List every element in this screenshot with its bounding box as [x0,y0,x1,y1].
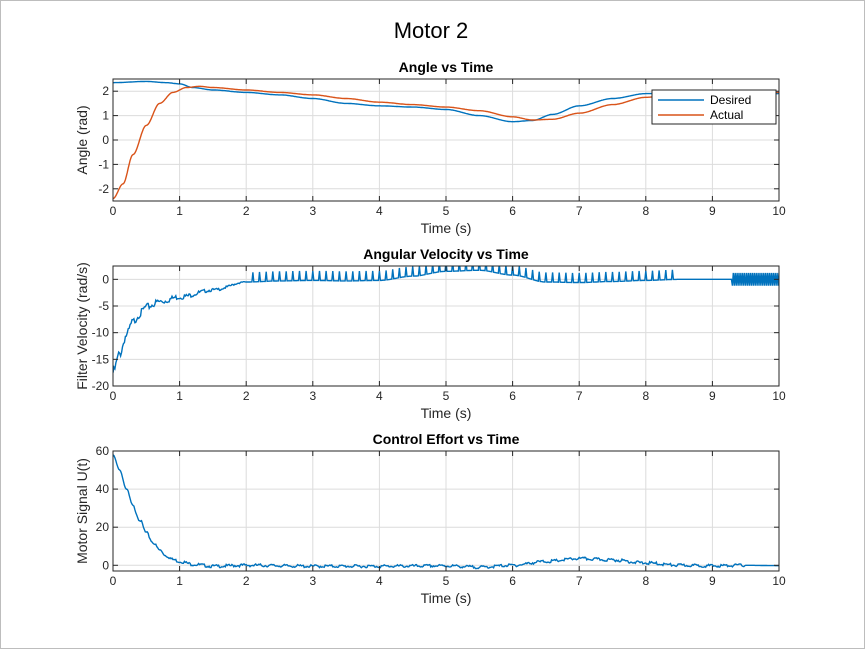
y-tick-label: -1 [98,157,109,171]
x-tick-label: 8 [642,574,649,588]
y-tick-label: 0 [102,272,109,286]
y-tick-label: -20 [92,379,110,393]
x-tick-label: 9 [709,574,716,588]
y-axis-label: Filter Velocity (rad/s) [74,262,90,390]
y-tick-label: 0 [102,133,109,147]
x-tick-label: 7 [576,389,583,403]
subplot-1: 0 1 2 3 4 5 6 7 8 9 10 -2 -1 0 1 2 Angle vs Time Time (s)… [74,59,786,236]
x-tick-label: 8 [642,389,649,403]
x-tick-label: 1 [176,574,183,588]
x-tick-label: 7 [576,204,583,218]
y-tick-label: 60 [96,444,110,458]
x-tick-label: 2 [243,389,250,403]
y-tick-label: 1 [102,109,109,123]
legend-entry: Desired [710,93,751,107]
x-tick-label: 4 [376,389,383,403]
x-tick-label: 8 [642,204,649,218]
subplot-title: Angular Velocity vs Time [363,246,529,262]
x-tick-label: 9 [709,204,716,218]
x-tick-label: 7 [576,574,583,588]
subplot-title: Angle vs Time [399,59,494,75]
y-tick-label: -15 [92,352,110,366]
x-tick-label: 9 [709,389,716,403]
x-tick-label: 5 [443,389,450,403]
x-tick-label: 10 [772,574,786,588]
y-tick-label: -10 [92,326,110,340]
x-tick-label: 6 [509,204,516,218]
y-tick-label: 0 [102,558,109,572]
x-axis-label: Time (s) [421,405,472,421]
x-tick-label: 5 [443,204,450,218]
x-tick-label: 4 [376,204,383,218]
x-tick-label: 0 [110,204,117,218]
x-tick-label: 6 [509,389,516,403]
y-tick-label: -2 [98,182,109,196]
legend-entry: Actual [710,108,743,122]
x-tick-label: 4 [376,574,383,588]
subplot-2: 0 1 2 3 4 5 6 7 8 9 10 -20 -15 -10 -5 0 Angular Velocity… [74,246,786,421]
y-axis-label: Angle (rad) [74,105,90,174]
y-tick-label: 2 [102,84,109,98]
x-tick-label: 10 [772,389,786,403]
x-tick-label: 3 [309,574,316,588]
x-tick-label: 2 [243,574,250,588]
series-line-1 [113,266,779,373]
x-axis-label: Time (s) [421,590,472,606]
x-tick-label: 3 [309,389,316,403]
x-axis-label: Time (s) [421,220,472,236]
y-tick-label: 40 [96,482,110,496]
y-tick-label: -5 [98,299,109,313]
x-tick-label: 5 [443,574,450,588]
x-tick-label: 6 [509,574,516,588]
x-tick-label: 10 [772,204,786,218]
subplot-3: 0 1 2 3 4 5 6 7 8 9 10 0 20 40 60 Control Effort vs Tim… [74,431,786,606]
figure-title: Motor 2 [394,18,469,43]
x-tick-label: 1 [176,204,183,218]
x-tick-label: 0 [110,389,117,403]
subplot-title: Control Effort vs Time [373,431,520,447]
x-tick-label: 1 [176,389,183,403]
x-tick-label: 3 [309,204,316,218]
x-tick-label: 0 [110,574,117,588]
y-axis-label: Motor Signal U(t) [74,458,90,564]
x-tick-label: 2 [243,204,250,218]
legend-box [651,89,777,125]
y-tick-label: 20 [96,520,110,534]
